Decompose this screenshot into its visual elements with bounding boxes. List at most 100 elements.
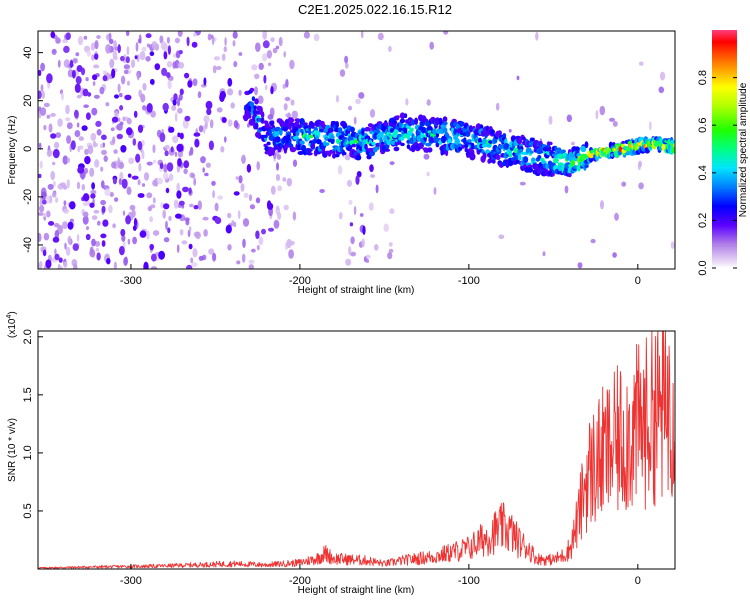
scale-exponent: 4 — [6, 315, 13, 319]
noise-blob — [167, 45, 171, 55]
x-tick-label: -100 — [458, 575, 480, 587]
noise-blob — [175, 213, 182, 219]
signal-cell — [288, 118, 295, 123]
noise-speckle — [90, 189, 97, 195]
noise-blob — [177, 132, 181, 138]
noise-speckle — [82, 215, 89, 225]
noise-blob — [369, 164, 374, 173]
noise-speckle — [181, 240, 188, 245]
signal-cell — [253, 105, 257, 109]
signal-cell — [273, 130, 280, 138]
noise-speckle — [275, 150, 279, 157]
noise-speckle — [91, 215, 98, 221]
signal-cell — [297, 151, 304, 155]
signal-cell — [557, 162, 564, 166]
noise-speckle — [232, 40, 236, 47]
noise-speckle — [638, 182, 644, 190]
noise-speckle — [78, 136, 85, 141]
noise-speckle — [119, 92, 123, 98]
noise-speckle — [75, 52, 80, 57]
y-tick-label: -20 — [22, 189, 34, 205]
noise-blob — [52, 236, 60, 243]
signal-cell — [529, 150, 534, 154]
noise-speckle — [171, 105, 177, 111]
noise-speckle — [240, 183, 245, 192]
signal-cell — [517, 153, 522, 161]
noise-speckle — [46, 210, 51, 218]
noise-blob — [74, 109, 79, 119]
noise-blob — [161, 67, 168, 76]
noise-blob — [75, 76, 82, 85]
signal-cell — [403, 113, 408, 119]
noise-speckle — [197, 200, 202, 210]
signal-cell — [392, 120, 398, 125]
noise-speckle — [111, 161, 117, 169]
noise-blob — [203, 77, 207, 86]
noise-speckle — [358, 92, 365, 99]
noise-speckle — [54, 248, 57, 255]
signal-cell — [470, 155, 475, 159]
noise-speckle — [43, 232, 50, 241]
noise-blob — [143, 261, 149, 269]
signal-cell — [399, 112, 406, 119]
noise-speckle — [275, 45, 280, 50]
signal-cell — [427, 147, 433, 153]
noise-speckle — [66, 122, 73, 130]
noise-speckle — [43, 102, 50, 108]
noise-speckle — [105, 44, 112, 54]
noise-blob — [193, 205, 199, 210]
noise-speckle — [426, 99, 431, 106]
noise-blob — [261, 228, 266, 235]
noise-speckle — [159, 35, 164, 44]
noise-blob — [186, 36, 190, 47]
noise-speckle — [72, 58, 78, 64]
noise-blob — [270, 86, 274, 95]
noise-speckle — [369, 109, 376, 118]
noise-blob — [183, 160, 190, 169]
noise-blob — [100, 233, 107, 239]
signal-cell — [435, 142, 440, 148]
noise-speckle — [256, 161, 261, 171]
noise-speckle — [92, 81, 96, 86]
scale-prefix: (x10 — [7, 318, 18, 338]
noise-speckle — [248, 259, 255, 264]
noise-speckle — [40, 62, 45, 72]
signal-cell — [323, 142, 330, 146]
noise-speckle — [131, 59, 135, 68]
noise-speckle — [370, 174, 376, 178]
noise-blob — [154, 63, 161, 71]
noise-speckle — [83, 104, 89, 108]
noise-blob — [137, 124, 144, 133]
signal-cell — [458, 121, 465, 127]
noise-speckle — [238, 175, 243, 184]
noise-speckle — [519, 181, 526, 186]
noise-speckle — [116, 123, 123, 131]
noise-speckle — [62, 221, 68, 230]
noise-speckle — [255, 197, 261, 204]
noise-blob — [205, 100, 213, 110]
noise-speckle — [39, 142, 42, 150]
noise-blob — [82, 88, 89, 97]
noise-blob — [191, 41, 198, 48]
signal-cell — [383, 122, 389, 127]
noise-speckle — [86, 226, 89, 231]
noise-speckle — [85, 77, 89, 82]
signal-cell — [541, 160, 547, 165]
signal-cell — [254, 123, 259, 130]
noise-blob — [168, 126, 175, 133]
noise-speckle — [76, 234, 80, 242]
noise-speckle — [564, 185, 569, 194]
signal-cell — [574, 146, 580, 151]
noise-speckle — [162, 209, 166, 219]
signal-cell — [486, 143, 492, 148]
noise-speckle — [375, 184, 379, 194]
snr-x-ticks: -300 -200 -100 0 — [120, 564, 641, 587]
noise-speckle — [248, 194, 253, 202]
noise-speckle — [46, 149, 53, 157]
noise-blob — [173, 93, 178, 101]
noise-speckle — [590, 238, 596, 244]
noise-blob — [92, 74, 98, 81]
noise-speckle — [426, 171, 430, 177]
noise-speckle — [113, 40, 117, 49]
y-tick-label: -40 — [22, 237, 34, 253]
